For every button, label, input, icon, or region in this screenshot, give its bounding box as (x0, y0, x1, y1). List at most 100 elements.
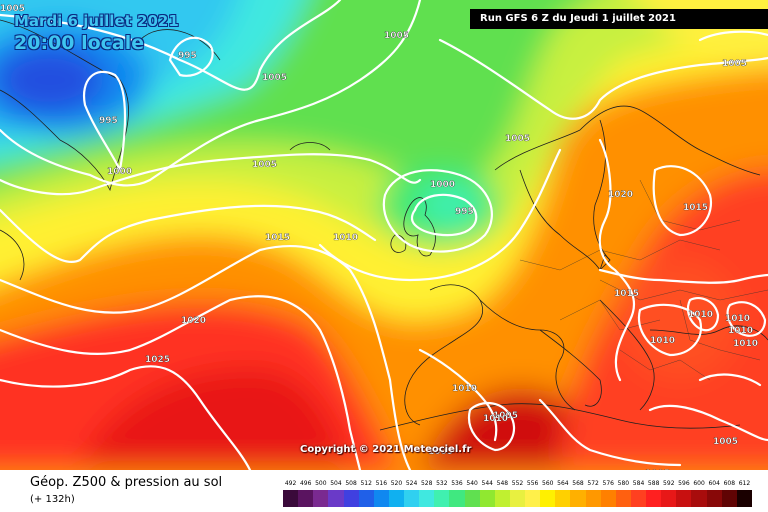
scale-swatch (313, 490, 329, 507)
scale-swatch (358, 490, 374, 507)
scale-value-label: 560 (542, 480, 554, 487)
isobar-label: 1025 (145, 355, 170, 365)
scale-swatch (630, 490, 646, 507)
scale-value-label: 520 (390, 480, 403, 487)
scale-value-label: 512 (360, 480, 372, 487)
scale-value-label: 568 (572, 480, 584, 487)
scale-swatch (434, 490, 450, 507)
isobar-label: 1010 (650, 336, 675, 346)
isobar-label: 1010 (733, 339, 758, 349)
color-scale-labels: 492 496 500 504 508 512 516 520 524 528 532 536 540 5… (283, 480, 752, 490)
scale-swatch (661, 490, 677, 507)
scale-swatch (404, 490, 420, 507)
scale-value-label: 508 (345, 480, 357, 487)
scale-swatch (525, 490, 541, 507)
z500-color-field (0, 0, 768, 470)
scale-swatch (600, 490, 616, 507)
scale-swatch (706, 490, 722, 507)
isobar-label: 995 (455, 207, 474, 217)
scale-swatch (373, 490, 389, 507)
scale-swatch (646, 490, 662, 507)
isobar-label: 1000 (430, 180, 455, 190)
isobar-label: 995 (99, 116, 118, 126)
run-info: Run GFS 6 Z du Jeudi 1 juillet 2021 (470, 9, 768, 29)
isobar-label: 1010 (333, 233, 358, 243)
scale-swatch (464, 490, 480, 507)
scale-value-label: 544 (481, 480, 493, 487)
scale-swatch (388, 490, 404, 507)
scale-value-label: 536 (451, 480, 463, 487)
isobar-label: 1010 (688, 310, 713, 320)
scale-swatch (585, 490, 601, 507)
scale-value-label: 516 (375, 480, 388, 487)
scale-swatch (721, 490, 737, 507)
scale-swatch (419, 490, 435, 507)
isobar-label: 1005 (0, 4, 25, 14)
isobar-label: 1020 (608, 190, 633, 200)
scale-swatch (509, 490, 525, 507)
isobar-label: 1000 (107, 167, 132, 177)
isobars (0, 0, 768, 470)
scale-value-label: 492 (284, 480, 297, 487)
scale-swatch (343, 490, 359, 507)
isobar-labels: 1005 995 1005 995 1005 1000 1005 1005 1000 995 101… (0, 4, 758, 470)
scale-value-label: 556 (526, 480, 539, 487)
scale-value-label: 588 (647, 480, 660, 487)
isobar-label: 1005 (384, 31, 409, 41)
scale-value-label: 500 (315, 480, 327, 487)
isobar-label: 1010 (725, 314, 750, 324)
scale-value-label: 552 (511, 480, 524, 487)
isobar-label: 1005 (713, 437, 738, 447)
scale-value-label: 576 (602, 480, 614, 487)
scale-swatch (540, 490, 556, 507)
isobar-label: 1005 (428, 447, 453, 457)
scale-value-label: 528 (420, 480, 433, 487)
scale-value-label: 504 (330, 480, 342, 487)
scale-value-label: 564 (557, 480, 569, 487)
scale-value-label: 540 (466, 480, 478, 487)
isobar-label: 1005 (722, 59, 747, 69)
borders (519, 179, 768, 381)
isobar-label: 1005 (493, 411, 518, 421)
scale-value-label: 612 (738, 480, 751, 487)
geopotential-map: 1005 995 1005 995 1005 1000 1005 1005 1000 995 101… (0, 0, 768, 470)
valid-date: Mardi 6 juillet 2021 (14, 12, 179, 30)
map-caption: Géop. Z500 & pression au sol (30, 475, 223, 490)
scale-swatch (691, 490, 707, 507)
forecast-hour: (+ 132h) (30, 494, 75, 505)
scale-swatch (736, 490, 752, 507)
scale-swatch (449, 490, 465, 507)
scale-value-label: 524 (405, 480, 418, 487)
isobar-label: 1010 (483, 414, 508, 424)
scale-value-label: 532 (436, 480, 448, 487)
isobar-label: 1015 (614, 289, 639, 299)
scale-value-label: 592 (663, 480, 675, 487)
scale-value-label: 608 (723, 480, 736, 487)
scale-value-label: 604 (708, 480, 720, 487)
color-scale-bar (283, 490, 752, 507)
scale-swatch (615, 490, 631, 507)
scale-value-label: 496 (299, 480, 312, 487)
coastlines (0, 19, 768, 431)
scale-value-label: 580 (617, 480, 630, 487)
isobar-label: 1005 (262, 73, 287, 83)
scale-value-label: 596 (678, 480, 690, 487)
isobar-label: 1015 (683, 203, 708, 213)
isobar-label: 1010 (728, 326, 753, 336)
copyright: Copyright © 2021 Meteociel.fr (300, 444, 472, 455)
valid-time: 20:00 locale (14, 32, 145, 54)
isobar-label: 1005 (645, 469, 670, 470)
scale-swatch (328, 490, 344, 507)
scale-value-label: 548 (496, 480, 509, 487)
isobar-label: 1005 (505, 134, 530, 144)
isobar-label: 995 (178, 51, 197, 61)
scale-value-label: 584 (632, 480, 645, 487)
scale-value-label: 572 (587, 480, 599, 487)
isobar-label: 1010 (452, 384, 477, 394)
isobar-label: 1015 (265, 233, 290, 243)
isobar-label: 1020 (181, 316, 206, 326)
scale-swatch (494, 490, 510, 507)
scale-swatch (676, 490, 692, 507)
scale-swatch (283, 490, 299, 507)
